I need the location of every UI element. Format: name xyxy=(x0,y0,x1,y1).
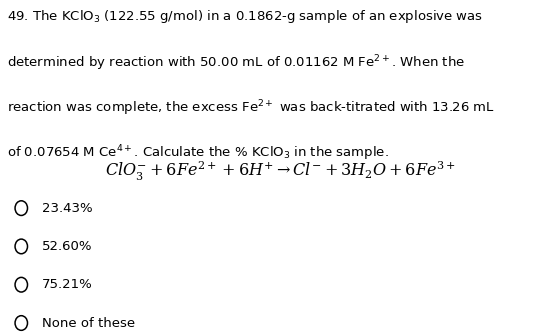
Text: reaction was complete, the excess Fe$^{2+}$ was back-titrated with 13.26 mL: reaction was complete, the excess Fe$^{2… xyxy=(7,98,495,118)
Text: 23.43%: 23.43% xyxy=(42,201,92,215)
Text: 49. The KClO$_3$ (122.55 g/mol) in a 0.1862-g sample of an explosive was: 49. The KClO$_3$ (122.55 g/mol) in a 0.1… xyxy=(7,8,483,25)
Text: 75.21%: 75.21% xyxy=(42,278,93,291)
Text: 52.60%: 52.60% xyxy=(42,240,92,253)
Text: determined by reaction with 50.00 mL of 0.01162 M Fe$^{2+}$. When the: determined by reaction with 50.00 mL of … xyxy=(7,53,465,73)
Text: None of these: None of these xyxy=(42,316,135,330)
Text: of 0.07654 M Ce$^{4+}$. Calculate the % KClO$_3$ in the sample.: of 0.07654 M Ce$^{4+}$. Calculate the % … xyxy=(7,143,389,163)
Text: $ClO_3^{-} + 6Fe^{2+} + 6H^{+} \rightarrow Cl^{-} + 3H_2O + 6Fe^{3+}$: $ClO_3^{-} + 6Fe^{2+} + 6H^{+} \rightarr… xyxy=(105,160,455,183)
